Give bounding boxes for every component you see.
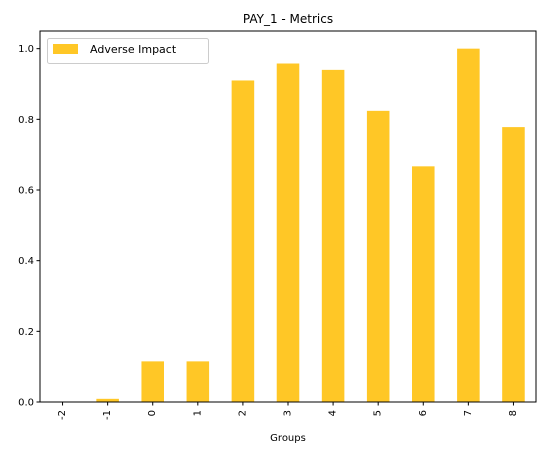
y-tick-label: 0.2 <box>18 327 34 338</box>
x-tick-label: 5 <box>373 410 384 416</box>
x-axis-label: Groups <box>270 433 306 444</box>
x-tick-label: 8 <box>508 410 519 416</box>
x-tick-label: 7 <box>463 410 474 416</box>
x-tick-label: 4 <box>328 410 339 416</box>
chart-title: PAY_1 - Metrics <box>243 12 333 26</box>
y-tick-label: 1.0 <box>18 44 34 55</box>
x-tick-label: -1 <box>102 410 113 420</box>
y-tick-label: 0.6 <box>18 186 34 197</box>
legend: Adverse Impact <box>47 38 209 64</box>
y-tick-label: 0.0 <box>18 398 34 409</box>
x-tick-label: 6 <box>418 410 429 416</box>
bar-0 <box>141 361 164 402</box>
bar-2 <box>231 80 255 402</box>
legend-label: Adverse Impact <box>90 43 177 56</box>
bar-1 <box>186 361 210 402</box>
bar-4 <box>321 69 345 403</box>
bar--1 <box>96 398 119 402</box>
bar-8 <box>502 127 525 403</box>
bar-7 <box>457 48 480 403</box>
y-tick-label: 0.8 <box>18 115 34 126</box>
x-tick-label: 3 <box>283 410 294 416</box>
bar-6 <box>412 166 435 402</box>
bar-5 <box>366 110 390 402</box>
x-tick-label: 2 <box>237 410 248 416</box>
y-axis: 0.0 0.2 0.4 0.6 0.8 1.0 <box>18 44 40 409</box>
bars <box>96 48 525 403</box>
x-tick-label: 1 <box>192 410 203 416</box>
legend-swatch <box>53 44 78 54</box>
y-tick-label: 0.4 <box>18 256 34 267</box>
x-tick-label: 0 <box>147 410 158 416</box>
x-tick-label: -2 <box>57 410 68 420</box>
x-axis: -2 -1 0 1 2 3 4 5 6 7 8 <box>57 402 519 420</box>
legend-box <box>47 38 209 64</box>
bar-3 <box>276 63 300 402</box>
